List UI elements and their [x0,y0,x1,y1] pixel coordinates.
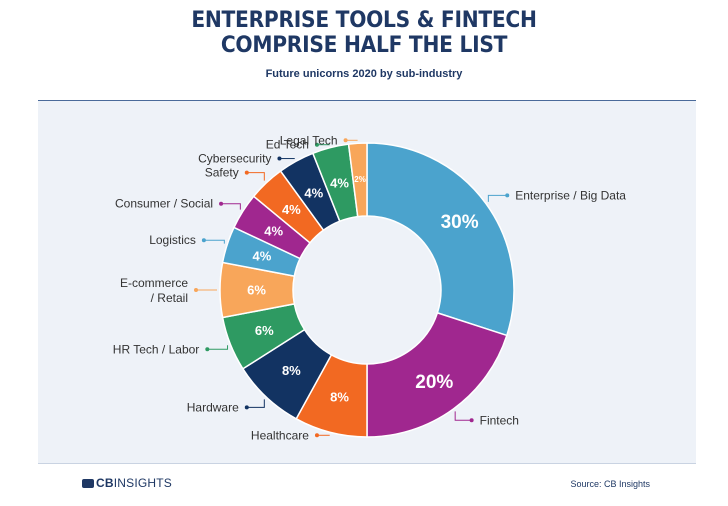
leader-line-consumer-social [221,203,241,210]
leader-dot-cybersecurity [277,156,282,161]
logo-bold-text: CB [96,476,114,490]
category-label-ed-tech: Ed Tech [266,138,309,152]
value-label-logistics: 4% [253,248,272,263]
leader-dot-hardware [244,405,249,410]
leader-line-hardware [246,399,265,408]
value-label-consumer-social: 4% [264,223,283,238]
category-label-hr-tech-labor: HR Tech / Labor [113,342,200,356]
value-label-ed-tech: 4% [330,175,349,190]
category-label-enterprise-big-data: Enterprise / Big Data [515,188,626,202]
value-label-enterprise-big-data: 30% [441,212,479,233]
category-label-logistics: Logistics [149,233,196,247]
category-label-legal-tech: Legal Tech [280,133,338,147]
leader-dot-fintech [469,418,474,423]
leader-dot-enterprise-big-data [505,193,510,198]
cb-logo-icon [82,479,94,488]
value-label-safety: 4% [282,202,301,217]
leader-line-safety [246,172,265,181]
slice-fintech [366,311,508,438]
category-label-e-commerce-retail: E-commerce / Retail [120,276,188,305]
slice-enterprise-big-data [366,142,515,337]
value-label-hardware: 8% [282,363,301,378]
value-label-fintech: 20% [415,372,453,393]
category-label-cybersecurity: Cybersecurity [198,152,271,166]
chart-title-line-1: ENTERPRISE TOOLS & FINTECH [191,8,537,33]
source-note: Source: CB Insights [570,479,650,489]
value-label-hr-tech-labor: 6% [255,323,274,338]
category-label-consumer-social: Consumer / Social [115,197,213,211]
value-label-e-commerce-retail: 6% [247,283,266,298]
value-label-cybersecurity: 4% [304,186,323,201]
category-label-hardware: Hardware [187,400,239,414]
cb-insights-logo: CBINSIGHTS [82,476,172,490]
value-label-legal-tech: 2% [354,175,366,184]
logo-text: INSIGHTS [113,476,173,490]
slice-legal-tech [347,142,368,218]
chart-title: ENTERPRISE TOOLS & FINTECH COMPRISE HALF… [29,8,699,58]
leader-dot-e-commerce-retail [194,288,198,292]
value-label-healthcare: 8% [330,390,349,405]
leader-dot-healthcare [314,433,319,438]
category-label-healthcare: Healthcare [251,428,309,442]
leader-dot-consumer-social [219,201,224,206]
leader-dot-logistics [201,238,206,243]
leader-dot-legal-tech [343,138,348,143]
chart-title-line-2: COMPRISE HALF THE LIST [220,33,508,58]
category-label-fintech: Fintech [480,413,519,427]
leader-line-logistics [203,239,225,244]
leader-dot-hr-tech-labor [205,347,210,352]
category-label-safety: Safety [205,166,239,180]
chart-subtitle: Future unicorns 2020 by sub-industry [265,68,463,80]
leader-dot-safety [244,170,249,175]
leader-dot-ed-tech [314,142,319,147]
leader-line-fintech [454,411,472,421]
leader-line-hr-tech-labor [207,345,229,350]
leader-line-enterprise-big-data [487,194,508,202]
